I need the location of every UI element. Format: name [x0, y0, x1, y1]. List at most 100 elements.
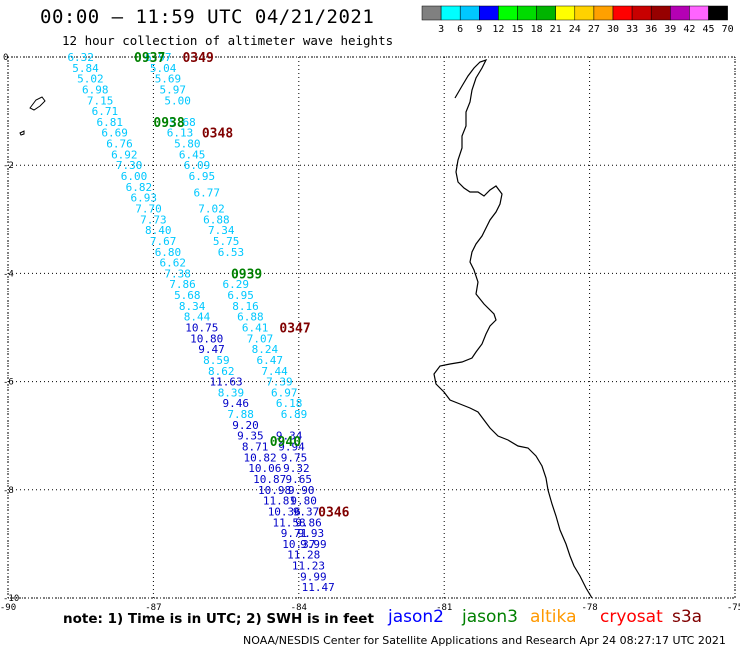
wave-height-value: 6.00: [121, 170, 148, 183]
wave-height-value: 10.98: [258, 484, 291, 497]
wave-height-value: 6.81: [97, 116, 124, 129]
wave-height-value: 6.76: [106, 138, 133, 151]
legend-tick-label: 39: [664, 24, 676, 35]
wave-height-value: 9.71: [281, 527, 308, 540]
coastline: [433, 58, 593, 599]
wave-height-value: 5.75: [213, 235, 240, 248]
wave-height-value: 6.13: [167, 127, 194, 140]
wave-height-value: 7.34: [208, 224, 235, 237]
wave-height-value: 9.65: [286, 473, 313, 486]
legend-tick-label: 42: [683, 24, 695, 35]
wave-height-value: 6.98: [82, 83, 109, 96]
wave-height-value: 6.82: [126, 181, 153, 194]
wave-height-value: 8.24: [252, 343, 279, 356]
wave-height-value: 6.53: [218, 246, 245, 259]
wave-height-value: 8.59: [203, 354, 230, 367]
map-subtitle: 12 hour collection of altimeter wave hei…: [62, 33, 394, 48]
wave-height-value: 6.47: [256, 354, 283, 367]
wave-height-value: 9.37: [293, 505, 320, 518]
legend-swatch: [593, 5, 614, 21]
wave-height-value: 5.69: [155, 73, 182, 86]
wave-height-value: 5.02: [77, 73, 104, 86]
wave-height-value: 11.28: [287, 549, 320, 562]
wave-height-value: 7.44: [261, 365, 288, 378]
legend-swatch: [689, 5, 709, 21]
legend-swatch: [574, 5, 595, 21]
wave-height-value: 6.80: [155, 246, 182, 259]
wave-height-value: 7.39: [266, 376, 293, 389]
wave-height-value: 11.58: [273, 516, 306, 529]
wave-height-value: 6.77: [193, 186, 220, 199]
wave-height-value: 8.44: [184, 311, 211, 324]
pass-time-label: 0938: [153, 116, 184, 131]
legend-tick-label: 15: [511, 24, 523, 35]
legend-swatch: [708, 5, 728, 21]
x-tick-label: -75: [727, 603, 740, 613]
satellite-legend-entry: s3a: [672, 607, 703, 627]
wave-height-value: 7.73: [140, 213, 167, 226]
wave-height-value: 7.67: [150, 235, 177, 248]
wave-height-value: 8.40: [145, 224, 172, 237]
wave-height-value: 6.71: [92, 105, 119, 118]
wave-height-value: 6.88: [237, 311, 264, 324]
wave-height-value: 6.18: [276, 397, 303, 410]
wave-height-value: 10.36: [268, 505, 301, 518]
satellite-legend-entry: altika: [530, 607, 577, 627]
satellite-legend-entry: jason2: [388, 607, 444, 627]
wave-height-value: 5.80: [174, 138, 201, 151]
legend-swatch: [536, 5, 556, 21]
legend-tick-label: 9: [476, 24, 482, 35]
wave-height-value: 6.45: [179, 148, 206, 161]
wave-height-value: 6.95: [227, 289, 254, 302]
wave-height-value: 5.04: [150, 62, 177, 75]
wave-height-value: 7.07: [247, 332, 274, 345]
wave-height-value: 9.99: [300, 570, 327, 583]
wave-height-value: 6.95: [189, 170, 216, 183]
legend-tick-label: 12: [492, 24, 504, 35]
wave-height-value: 6.09: [184, 159, 211, 172]
wave-height-value: 5.84: [72, 62, 99, 75]
wave-height-value: 9.80: [290, 495, 317, 508]
pass-time-label: 0348: [202, 127, 233, 142]
wave-height-value: 10.37: [282, 538, 315, 551]
wave-height-value: 6.97: [145, 51, 172, 64]
wave-height-value: 8.34: [179, 300, 206, 313]
legend-swatch: [479, 5, 499, 21]
legend-tick-label: 27: [588, 24, 600, 35]
wave-height-value: 7.70: [135, 202, 162, 215]
pass-time-label: 0346: [318, 505, 349, 520]
wave-height-value: 9.20: [232, 419, 259, 432]
islet-outline: [19, 130, 25, 136]
wave-height-value: 6.32: [67, 51, 94, 64]
x-tick-label: -87: [145, 603, 161, 613]
wave-height-value: 10.87: [253, 473, 286, 486]
track-labels: 6.325.845.026.987.156.716.816.696.766.92…: [67, 51, 334, 594]
wave-height-value: 9.34: [276, 430, 303, 443]
legend-tick-label: 36: [645, 24, 657, 35]
wave-height-value: 9.46: [223, 397, 250, 410]
satellite-legend-entry: jason3: [462, 607, 518, 627]
wave-height-value: 9.32: [283, 462, 310, 475]
wave-height-value: 6.62: [160, 257, 187, 270]
wave-height-value: 7.88: [227, 408, 254, 421]
legend-tick-label: 45: [702, 24, 714, 35]
legend-tick-label: 70: [722, 24, 734, 35]
legend-swatch: [670, 5, 690, 21]
legend-tick-label: 30: [607, 24, 619, 35]
wave-height-value: 10.82: [243, 451, 276, 464]
legend-swatch: [459, 5, 480, 21]
x-tick-label: -84: [291, 603, 307, 613]
map-title: 00:00 – 11:59 UTC 04/21/2021: [40, 6, 375, 28]
wave-height-value: 7.15: [87, 94, 114, 107]
y-tick-label: -2: [3, 161, 14, 171]
wave-height-value: 7.02: [198, 202, 225, 215]
wave-height-value: 7.86: [169, 278, 196, 291]
wave-height-value: 9.90: [288, 484, 315, 497]
wave-height-value: 8.71: [242, 441, 269, 454]
wave-height-value: 9.86: [295, 516, 322, 529]
wave-height-value: 9.35: [237, 430, 264, 443]
legend-swatch: [498, 5, 518, 21]
wave-height-value: 8.62: [208, 365, 235, 378]
